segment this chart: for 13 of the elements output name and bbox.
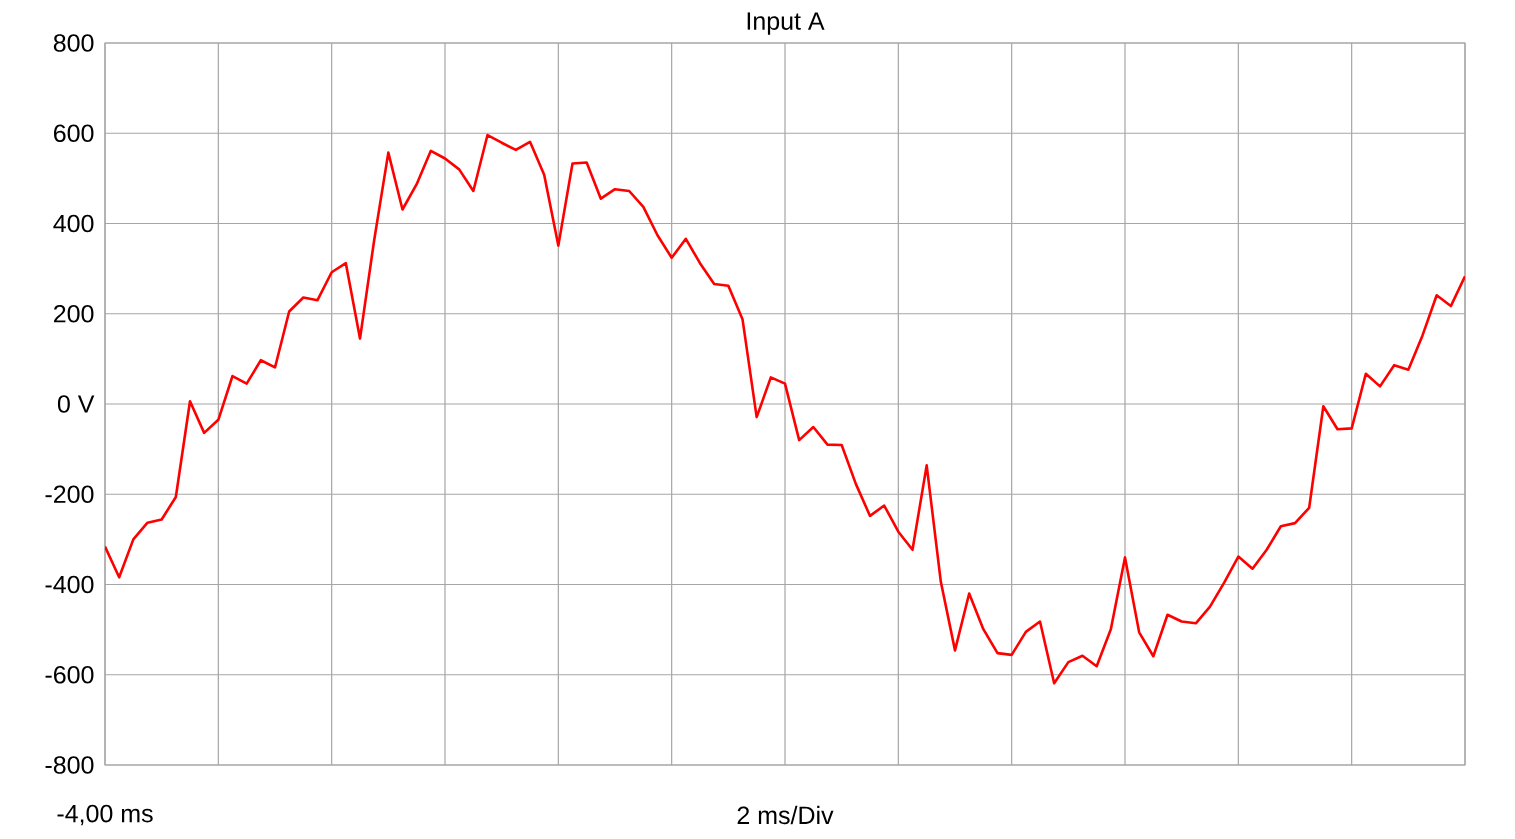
chart-title: Input A (747, 12, 825, 35)
y-tick-label: 0 V (57, 395, 95, 413)
y-tick-label: -200 (45, 485, 94, 504)
y-tick-label: 400 (53, 214, 94, 233)
y-tick-label: 800 (53, 34, 94, 52)
line-series (105, 133, 1466, 685)
y-tick-label: 200 (54, 304, 94, 323)
y-tick-label: 600 (54, 124, 94, 143)
y-tick-label: -600 (45, 665, 94, 684)
y-tick-label: -800 (45, 756, 94, 774)
text: -4,00 ms (57, 804, 153, 826)
y-tick-label: -400 (45, 575, 94, 594)
x-axis-title: 2 ms/Div (737, 805, 834, 825)
